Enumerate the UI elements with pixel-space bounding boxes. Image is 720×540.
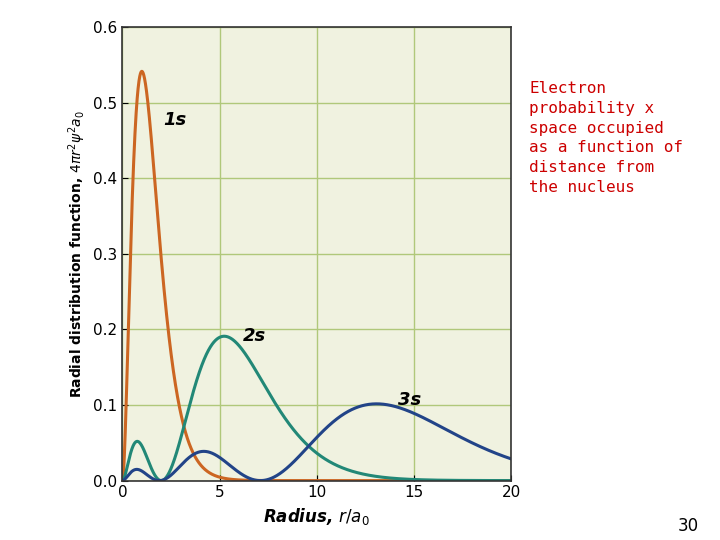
Text: 2s: 2s xyxy=(243,327,266,345)
Text: Electron
probability x
space occupied
as a function of
distance from
the nucleus: Electron probability x space occupied as… xyxy=(529,81,683,195)
Text: 3s: 3s xyxy=(398,391,422,409)
Y-axis label: Radial distribution function, $4\pi r^2\psi^2 a_0$: Radial distribution function, $4\pi r^2\… xyxy=(66,110,88,398)
Text: 1s: 1s xyxy=(163,111,186,129)
Text: 30: 30 xyxy=(678,517,698,535)
X-axis label: Radius, $r/a_0$: Radius, $r/a_0$ xyxy=(264,506,370,527)
